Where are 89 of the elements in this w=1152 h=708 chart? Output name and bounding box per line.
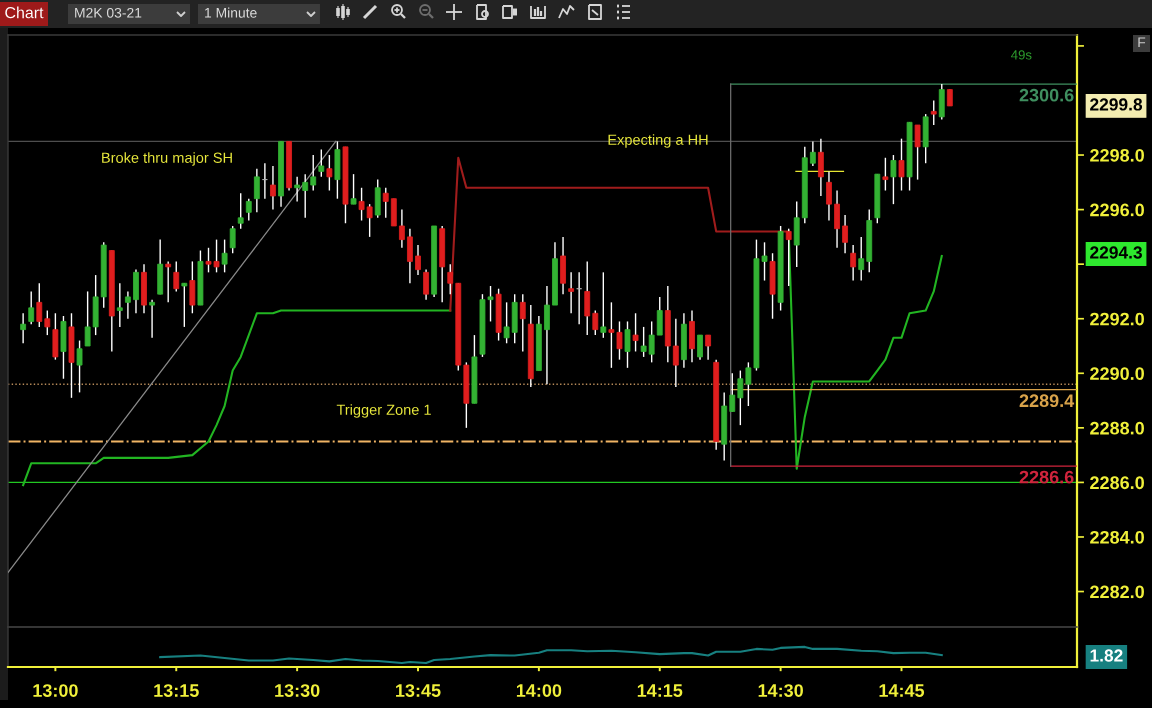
candlestick xyxy=(737,369,744,426)
candlestick xyxy=(640,326,647,358)
y-tick-label: 2284.0 xyxy=(1090,530,1144,544)
line-series xyxy=(449,156,790,312)
x-tick-label: 14:15 xyxy=(637,684,683,697)
candlestick xyxy=(237,192,244,230)
candlestick xyxy=(447,263,454,295)
candlestick xyxy=(858,236,865,282)
candlestick xyxy=(705,334,711,361)
candlestick xyxy=(672,318,679,388)
candlestick xyxy=(125,290,131,320)
y-tick-label: 2296.0 xyxy=(1090,203,1144,217)
data-label: 2289.4 xyxy=(1019,394,1075,408)
candlestick xyxy=(20,312,27,344)
candlestick xyxy=(930,99,937,126)
candlestick xyxy=(882,157,889,192)
line-series xyxy=(787,230,943,470)
candlestick xyxy=(842,214,848,254)
candlestick xyxy=(84,290,91,347)
candlestick xyxy=(697,334,703,361)
candlestick xyxy=(44,309,51,336)
candlestick xyxy=(503,301,510,344)
y-tick-label: 2286.0 xyxy=(1090,476,1144,490)
candlestick xyxy=(116,282,123,328)
text: Chart xyxy=(5,6,44,19)
candlestick xyxy=(270,165,276,211)
candlestick xyxy=(318,148,325,178)
candlestick xyxy=(366,203,373,238)
candlestick xyxy=(229,225,236,254)
text: 1.82 xyxy=(1090,649,1123,662)
x-tick-label: 14:45 xyxy=(879,684,925,697)
candlestick xyxy=(648,320,655,364)
y-tick-label: 2282.0 xyxy=(1090,585,1144,599)
x-tick-label: 13:15 xyxy=(154,684,199,697)
data-label: 2286.6 xyxy=(1019,470,1074,484)
candlestick xyxy=(785,228,792,287)
text: 2294.3 xyxy=(1090,246,1142,259)
x-tick-label: 13:45 xyxy=(396,684,441,697)
candlestick xyxy=(221,238,228,274)
line-series xyxy=(22,309,452,487)
data-label: 2300.6 xyxy=(1019,88,1074,102)
candlestick xyxy=(423,268,429,301)
y-tick-label: 2292.0 xyxy=(1090,312,1144,326)
annotation: Expecting a HH xyxy=(608,134,708,148)
y-tick-label: 2290.0 xyxy=(1090,367,1144,381)
candlestick xyxy=(76,339,83,394)
candlestick xyxy=(519,293,526,353)
candlestick xyxy=(415,244,421,276)
candlestick xyxy=(729,372,736,413)
candlestick xyxy=(28,290,35,325)
candlestick xyxy=(600,271,607,339)
candlestick xyxy=(358,187,365,222)
x-tick-label: 13:00 xyxy=(33,684,78,697)
candlestick xyxy=(245,197,252,222)
candlestick xyxy=(624,320,631,369)
annotation: 49s xyxy=(1011,50,1032,60)
x-tick-label: 13:30 xyxy=(275,684,320,697)
candlestick xyxy=(149,298,155,339)
candlestick xyxy=(826,170,832,222)
y-tick-label: 2298.0 xyxy=(1090,148,1144,162)
candlestick xyxy=(165,260,172,304)
candlestick xyxy=(398,208,405,249)
annotation: Trigger Zone 1 xyxy=(336,404,431,418)
candlestick xyxy=(253,167,260,214)
text: F xyxy=(1138,37,1146,48)
candlestick xyxy=(382,187,389,219)
candlestick xyxy=(310,154,317,192)
text: 2299.8 xyxy=(1090,98,1143,111)
candlestick xyxy=(809,140,816,167)
candlestick xyxy=(36,282,43,328)
candlestick xyxy=(181,282,188,328)
candlestick xyxy=(914,124,921,181)
candlestick xyxy=(350,173,357,205)
chart-subtitle: 1 Minute xyxy=(205,7,257,18)
annotation: Broke thru major SH xyxy=(102,152,232,166)
candlestick xyxy=(890,154,897,205)
candlestick xyxy=(568,271,575,314)
candlestick xyxy=(326,154,333,192)
y-tick-label: 2288.0 xyxy=(1090,421,1144,435)
candlestick xyxy=(592,309,599,336)
chart-title: M2K 03-21 xyxy=(75,7,142,18)
candlestick xyxy=(850,244,857,282)
x-tick-label: 14:30 xyxy=(758,684,803,697)
candlestick xyxy=(173,260,180,293)
candlestick xyxy=(302,173,309,219)
candlestick xyxy=(898,137,905,192)
candlestick xyxy=(632,312,639,353)
x-tick-label: 14:00 xyxy=(516,684,562,697)
candlestick xyxy=(294,176,301,203)
